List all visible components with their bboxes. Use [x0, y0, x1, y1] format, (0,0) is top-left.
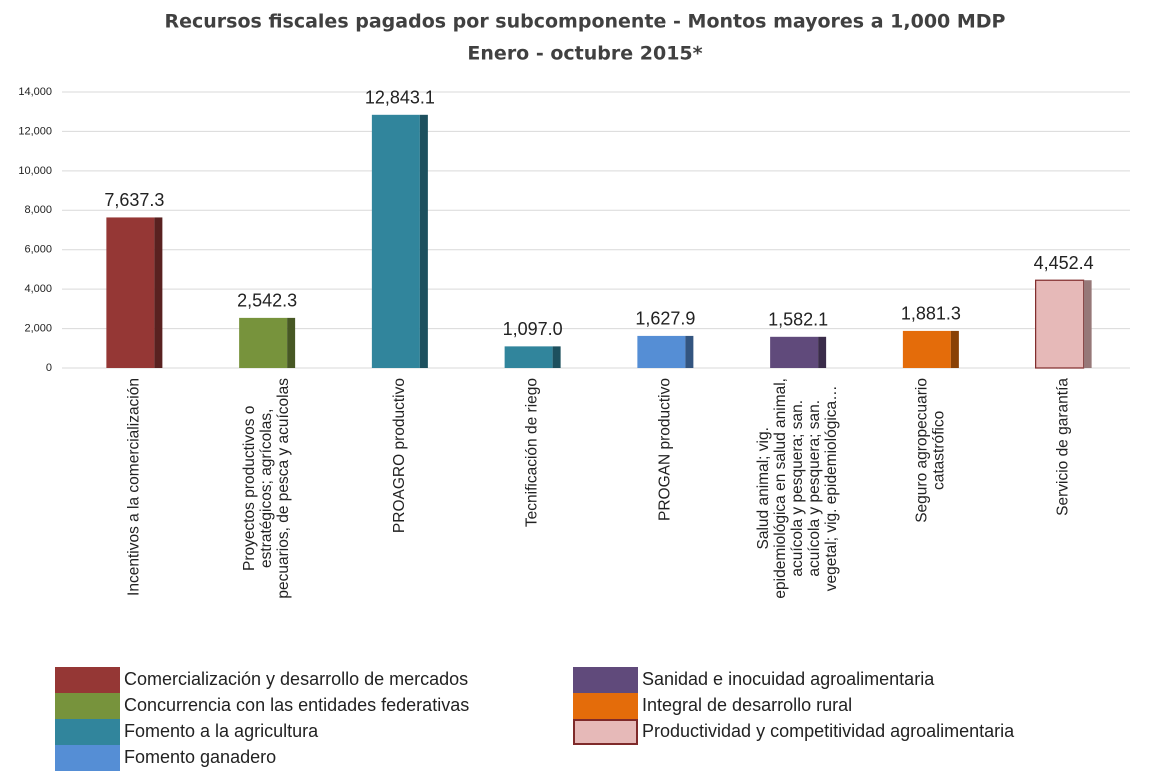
- y-tick-label: 14,000: [18, 86, 52, 98]
- y-tick-label: 8,000: [24, 204, 52, 216]
- x-tick-label: acuícola y pesquera; san.: [806, 400, 823, 577]
- bar: [902, 330, 951, 368]
- value-label: 7,637.3: [104, 190, 164, 210]
- x-tick-label: estratégicos; agrícolas,: [258, 409, 275, 568]
- bar: [770, 336, 819, 368]
- x-tick-label: Seguro agropecuario: [913, 378, 930, 523]
- y-tick-label: 0: [46, 362, 52, 374]
- x-tick-label: Servicio de garantía: [1055, 378, 1072, 516]
- legend-swatch: [55, 667, 120, 693]
- bar-side: [552, 346, 561, 368]
- bar: [637, 335, 686, 368]
- x-tick-label: Tecnificación de riego: [524, 378, 541, 527]
- legend-swatch: [55, 693, 120, 719]
- x-tick-label: pecuarios, de pesca y acuícolas: [275, 378, 292, 599]
- value-label: 1,881.3: [901, 304, 961, 324]
- bar-side: [287, 317, 296, 368]
- value-label: 1,627.9: [635, 309, 695, 329]
- value-label: 1,582.1: [768, 310, 828, 330]
- value-label: 2,542.3: [237, 291, 297, 311]
- chart-subtitle: Enero - octubre 2015*: [467, 43, 702, 65]
- bar: [504, 346, 553, 368]
- x-tick-label: PROGAN productivo: [656, 378, 673, 521]
- bar: [371, 114, 420, 368]
- value-label: 4,452.4: [1034, 253, 1094, 273]
- legend-label: Productividad y competitividad agroalime…: [642, 721, 1015, 741]
- y-tick-label: 10,000: [18, 165, 52, 177]
- y-tick-label: 12,000: [18, 125, 52, 137]
- legend-swatch: [573, 693, 638, 719]
- y-tick-label: 4,000: [24, 283, 52, 295]
- x-tick-label: Proyectos productivos o: [241, 406, 258, 571]
- x-tick-label: Incentivos a la comercialización: [125, 378, 142, 596]
- legend-label: Concurrencia con las entidades federativ…: [124, 695, 469, 715]
- chart-title: Recursos fiscales pagados por subcompone…: [164, 11, 1005, 33]
- x-tick-label: PROAGRO productivo: [391, 378, 408, 533]
- bar: [239, 317, 288, 368]
- value-label: 12,843.1: [365, 88, 435, 108]
- legend-swatch: [55, 745, 120, 771]
- x-tick-label: acuícola y pesquera; san.: [789, 400, 806, 577]
- legend-label: Fomento a la agricultura: [124, 721, 319, 741]
- x-tick-label: Salud animal; vig.: [755, 427, 772, 549]
- legend-label: Fomento ganadero: [124, 747, 276, 767]
- x-tick-label: catastrófico: [930, 411, 947, 490]
- bar-side: [685, 335, 694, 368]
- bar-side: [154, 217, 163, 368]
- bar-side: [419, 114, 428, 368]
- legend-label: Comercialización y desarrollo de mercado…: [124, 669, 468, 689]
- legend-label: Integral de desarrollo rural: [642, 695, 852, 715]
- bar: [1035, 279, 1085, 369]
- bar-side: [818, 336, 827, 368]
- x-tick-label: epidemiológica en salud animal,: [772, 378, 789, 599]
- legend-swatch: [573, 667, 638, 693]
- y-tick-label: 2,000: [24, 322, 52, 334]
- y-tick-label: 6,000: [24, 244, 52, 256]
- value-label: 1,097.0: [503, 319, 563, 339]
- legend-swatch: [573, 719, 638, 745]
- bar-side: [950, 330, 959, 368]
- bar-side: [1083, 280, 1092, 368]
- legend-swatch: [55, 719, 120, 745]
- x-tick-label: vegetal; vig. epidemiológica…: [823, 385, 840, 591]
- bar: [106, 217, 155, 368]
- legend-label: Sanidad e inocuidad agroalimentaria: [642, 669, 935, 689]
